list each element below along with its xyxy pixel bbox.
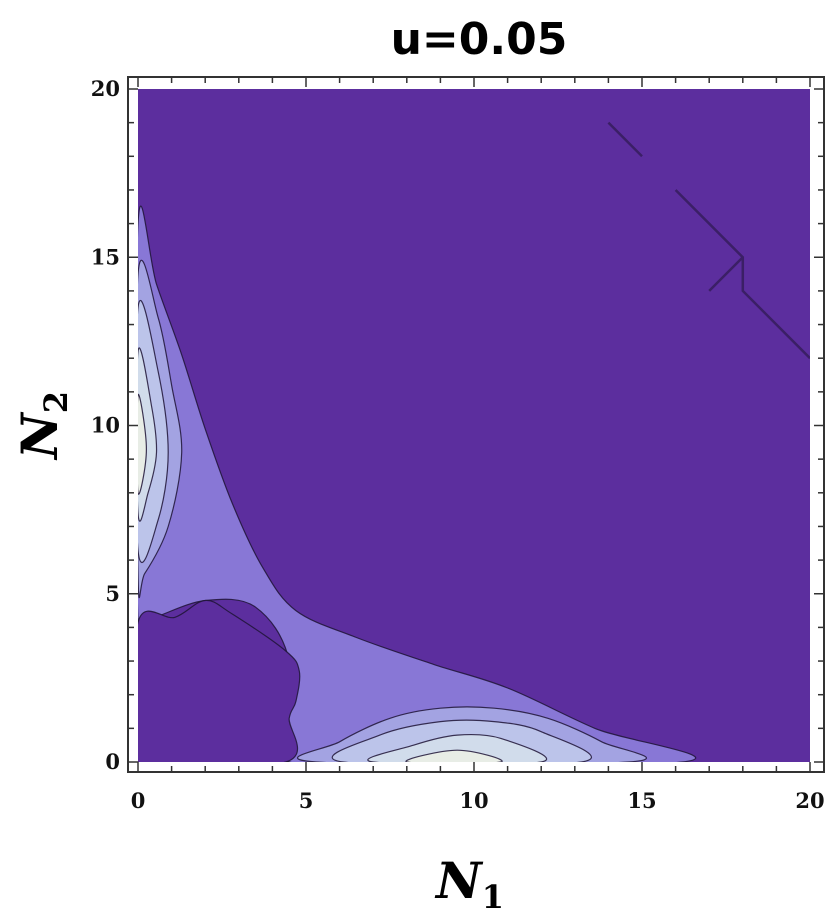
x-tick-label: 0 [131,788,146,813]
contour-region-valley-band [138,205,696,762]
y-tick-label: 20 [91,76,120,101]
x-tick-label: 5 [299,788,314,813]
x-tick-label: 20 [795,788,824,813]
contour-region-left-lobe-peak [138,393,148,495]
contour-region-bottom-lobe-peak [405,749,503,762]
y-tick-labels: 0 5 10 15 20 [91,76,120,774]
y-tick-label: 15 [91,244,120,269]
y-axis-label-main: N [10,411,69,461]
x-tick-label: 10 [459,788,488,813]
contour-regions [138,89,810,762]
contour-lines [607,121,810,360]
y-axis-label-sub: 2 [37,391,75,413]
y-tick-label: 5 [105,581,120,606]
y-axis-label: N2 [10,391,75,461]
x-axis-label-main: N [434,851,484,910]
contour-region-lower-left-basin [138,599,301,762]
contour-region-background-plateau [138,89,810,762]
x-axis-label-sub: 1 [482,878,504,913]
contour-region-bottom-lobe-3 [367,733,548,762]
contour-line-upper-right-line-c [708,256,744,292]
plot-area [138,89,810,762]
x-tick-label: 15 [627,788,656,813]
chart-title: u=0.05 [391,14,568,65]
axis-ticks [128,77,824,772]
y-tick-label: 10 [91,413,120,438]
plot-frame [127,76,825,773]
x-tick-labels: 0 5 10 15 20 [131,788,825,813]
x-axis-label: N1 [434,851,504,913]
y-tick-label: 0 [105,749,120,774]
contour-line-upper-right-line-b [674,189,810,360]
contour-line-upper-right-line-a [607,121,643,158]
